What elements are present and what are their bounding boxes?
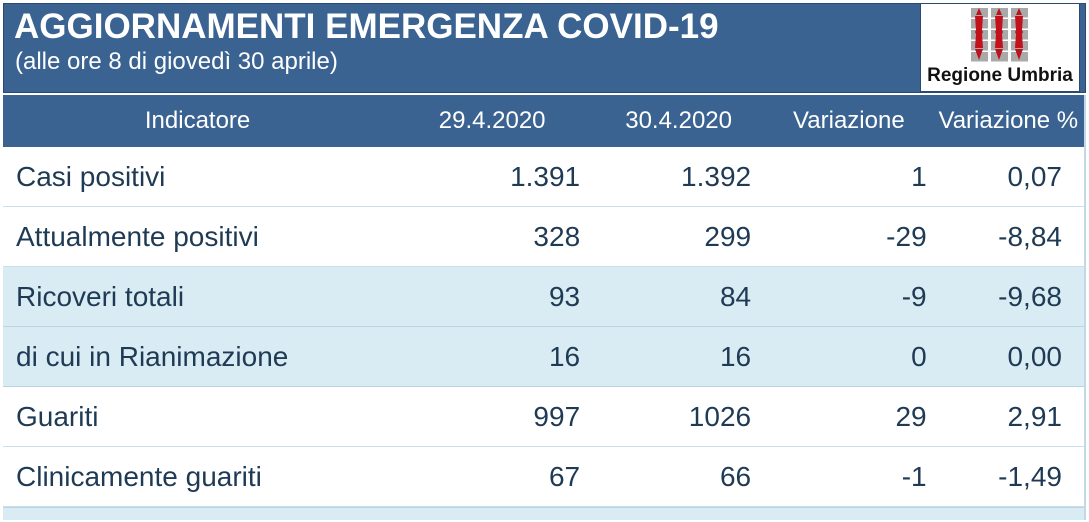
umbria-emblem-icon <box>921 8 1079 64</box>
cell-v_30_4: 1026 <box>688 400 752 432</box>
logo-caption: Regione Umbria <box>927 65 1073 86</box>
column-header-3: Variazione <box>793 107 905 134</box>
cell-v_29_4: 16 <box>548 340 581 372</box>
row-label: di cui in Rianimazione <box>16 340 289 372</box>
regione-umbria-logo: Regione Umbria <box>920 3 1080 92</box>
row-label: Casi positivi <box>16 160 166 192</box>
cell-variazione_pct: -1,49 <box>998 460 1062 492</box>
table-row: di cui in Rianimazione 16 16 0 0,00 <box>3 327 1084 387</box>
cell-variazione: 29 <box>895 400 927 432</box>
cell-variazione: -1 <box>901 460 927 492</box>
cell-v_29_4: 67 <box>548 460 581 492</box>
cell-v_29_4: 1.391 <box>510 160 581 192</box>
column-header-2: 30.4.2020 <box>625 107 732 134</box>
cell-v_30_4: 66 <box>719 460 752 492</box>
table-header-row: Indicatore 29.4.2020 30.4.2020 Variazione Va… <box>3 95 1084 147</box>
table-row: Attualmente positivi 328 299 -29 -8,84 <box>3 207 1084 267</box>
cell-variazione: -9 <box>901 280 927 312</box>
row-label: Clinicamente guariti <box>16 460 262 492</box>
cell-variazione_pct: 2,91 <box>1007 400 1062 432</box>
column-header-indicatore: Indicatore <box>144 107 251 134</box>
cell-v_30_4: 84 <box>719 280 752 312</box>
table-row: Clinicamente guariti 67 66 -1 -1,49 <box>3 447 1084 507</box>
page-title: AGGIORNAMENTI EMERGENZA COVID-19 <box>14 7 719 46</box>
cell-v_30_4: 1.392 <box>681 160 752 192</box>
column-header-1: 29.4.2020 <box>438 107 546 134</box>
table-row: Casi positivi 1.391 1.392 1 0,07 <box>3 147 1084 207</box>
cell-variazione_pct: 0,07 <box>1007 160 1062 192</box>
cell-v_29_4: 997 <box>533 400 581 432</box>
cell-variazione: 0 <box>911 340 927 372</box>
cell-variazione: 1 <box>911 160 927 192</box>
cell-variazione: -29 <box>886 220 927 252</box>
cell-v_30_4: 16 <box>719 340 752 372</box>
cell-v_30_4: 299 <box>704 220 752 252</box>
cell-v_29_4: 93 <box>548 280 581 312</box>
bottom-strip <box>3 507 1084 520</box>
title-banner: AGGIORNAMENTI EMERGENZA COVID-19 (alle o… <box>3 3 1086 93</box>
covid-data-table: Indicatore 29.4.2020 30.4.2020 Variazione Va… <box>3 95 1086 520</box>
cell-variazione_pct: -9,68 <box>998 280 1062 312</box>
row-label: Ricoveri totali <box>16 280 185 312</box>
row-label: Guariti <box>16 400 99 432</box>
table-body: Casi positivi 1.391 1.392 1 0,07 Attualmente … <box>3 147 1084 507</box>
row-label: Attualmente positivi <box>16 220 259 252</box>
cell-variazione_pct: 0,00 <box>1007 340 1062 372</box>
cell-variazione_pct: -8,84 <box>998 220 1062 252</box>
column-header-4: Variazione % <box>938 107 1079 134</box>
page-subtitle: (alle ore 8 di giovedì 30 aprile) <box>15 48 338 76</box>
cell-v_29_4: 328 <box>533 220 581 252</box>
table-row: Ricoveri totali 93 84 -9 -9,68 <box>3 267 1084 327</box>
table-row: Guariti 997 1026 29 2,91 <box>3 387 1084 447</box>
